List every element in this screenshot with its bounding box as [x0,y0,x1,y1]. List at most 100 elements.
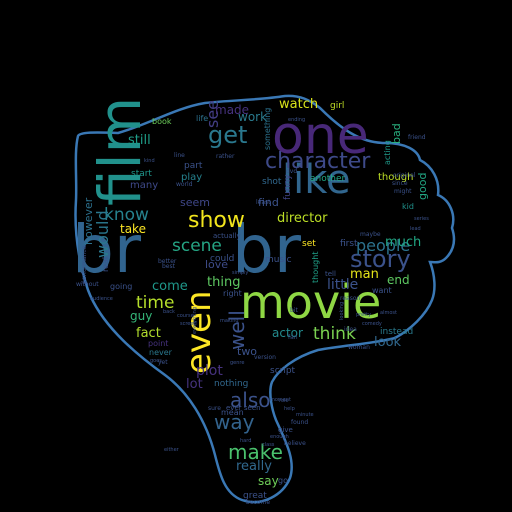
cloud-word: though [378,172,413,183]
cloud-word: guy [130,309,152,323]
cloud-word: even [179,290,219,374]
cloud-word: go [278,476,288,485]
cloud-word: mean [221,408,244,417]
cloud-word: would [93,210,112,258]
cloud-word: without [76,281,99,288]
cloud-word: making [220,318,239,324]
cloud-word: little [327,277,358,293]
cloud-word: character [265,149,371,174]
cloud-word: book [152,117,172,126]
cloud-word: make [228,440,283,464]
cloud-word: going [110,282,132,291]
cloud-word: shot [262,177,282,187]
cloud-word: thing [207,275,240,290]
cloud-word: instead [380,327,413,337]
cloud-word: original [393,172,416,179]
cloud-word: idea [344,326,357,333]
cloud-word: real [101,257,110,272]
cloud-word: much [385,235,421,250]
cloud-word: part [184,161,203,171]
cloud-word: girl [330,101,344,111]
cloud-word: rather [216,153,235,160]
cloud-word: get [208,121,247,149]
cloud-word: woman [348,344,370,351]
cloud-word: play [181,172,202,183]
cloud-word: kid [402,202,414,211]
cloud-word: like [282,157,351,203]
cloud-word: believe [284,440,306,447]
cloud-word: enough [270,434,289,440]
cloud-word: best [162,263,176,270]
cloud-word: well [225,310,249,350]
cloud-word: genre [230,360,244,366]
cloud-word: become [246,499,270,506]
cloud-word: two [237,345,257,358]
cloud-word: seem [180,196,210,209]
cloud-word: music [265,255,292,265]
cloud-word: class [262,442,275,448]
cloud-word: thought [311,252,320,283]
cloud-word: yet [158,359,168,366]
cloud-word: come [152,279,188,294]
cloud-word: people [356,236,410,255]
cloud-word: either [164,447,180,453]
cloud-word: think [313,324,356,344]
cloud-word: reason [340,295,361,302]
cloud-word: hard [240,438,251,444]
cloud-word: looking [339,302,345,320]
cloud-word: actually [213,232,241,240]
cloud-word: found [291,419,308,426]
cloud-word: movie [240,275,381,329]
cloud-word: everything [192,307,198,334]
cloud-word: also [230,388,270,412]
cloud-word: goes [150,358,162,364]
cloud-word: still [128,133,151,148]
cloud-word: audience [90,296,113,302]
cloud-word: comedy [362,321,382,327]
cloud-word: least [256,199,271,206]
cloud-word: fan [288,334,298,341]
cloud-word: bit [290,307,298,314]
cloud-word: story [350,245,411,273]
cloud-word: something [263,108,272,150]
cloud-word: ever seen [226,404,261,412]
cloud-word: screen [180,321,197,327]
cloud-word: know [104,205,149,225]
cloud-word: give [278,426,293,434]
cloud-word: love [205,258,228,271]
cloud-word: kind [144,158,155,164]
cloud-word: series [414,216,429,222]
cloud-word: br [232,211,302,288]
cloud-word: take [120,222,146,236]
cloud-word: could [210,254,234,264]
cloud-word: bad [390,123,403,144]
cloud-word: want [372,286,392,295]
cloud-word: dvd [286,168,297,175]
cloud-word: help [284,406,295,412]
cloud-word: see [203,100,222,128]
cloud-word: performance [81,245,88,284]
cloud-word: first [340,239,358,249]
cloud-word: work [238,110,267,124]
cloud-word: actor [272,326,303,340]
cloud-word: point [148,339,168,348]
cloud-word: right [223,289,242,298]
cloud-word: role [279,398,288,404]
cloud-word: better [158,258,177,265]
cloud-word: moment [270,397,291,403]
cloud-word: acting [383,140,392,165]
cloud-word: end [387,273,410,287]
cloud-word: lot [186,377,203,392]
cloud-word: start [131,169,152,179]
cloud-word: almost [380,310,397,316]
cloud-word: maybe [360,231,381,238]
cloud-word: minute [296,412,314,418]
cloud-word: line [174,152,185,159]
cloud-word: film [86,97,154,206]
cloud-word: show [188,208,245,233]
cloud-word: set [302,239,316,249]
cloud-word: way [214,410,255,434]
cloud-word: great [243,491,267,501]
